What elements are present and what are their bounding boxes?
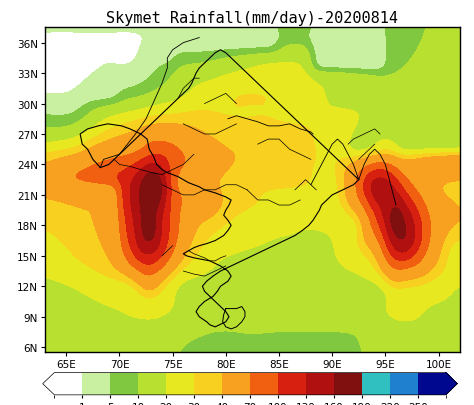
- PathPatch shape: [43, 373, 55, 395]
- Title: Skymet Rainfall(mm/day)-20200814: Skymet Rainfall(mm/day)-20200814: [106, 11, 399, 26]
- PathPatch shape: [446, 373, 457, 395]
